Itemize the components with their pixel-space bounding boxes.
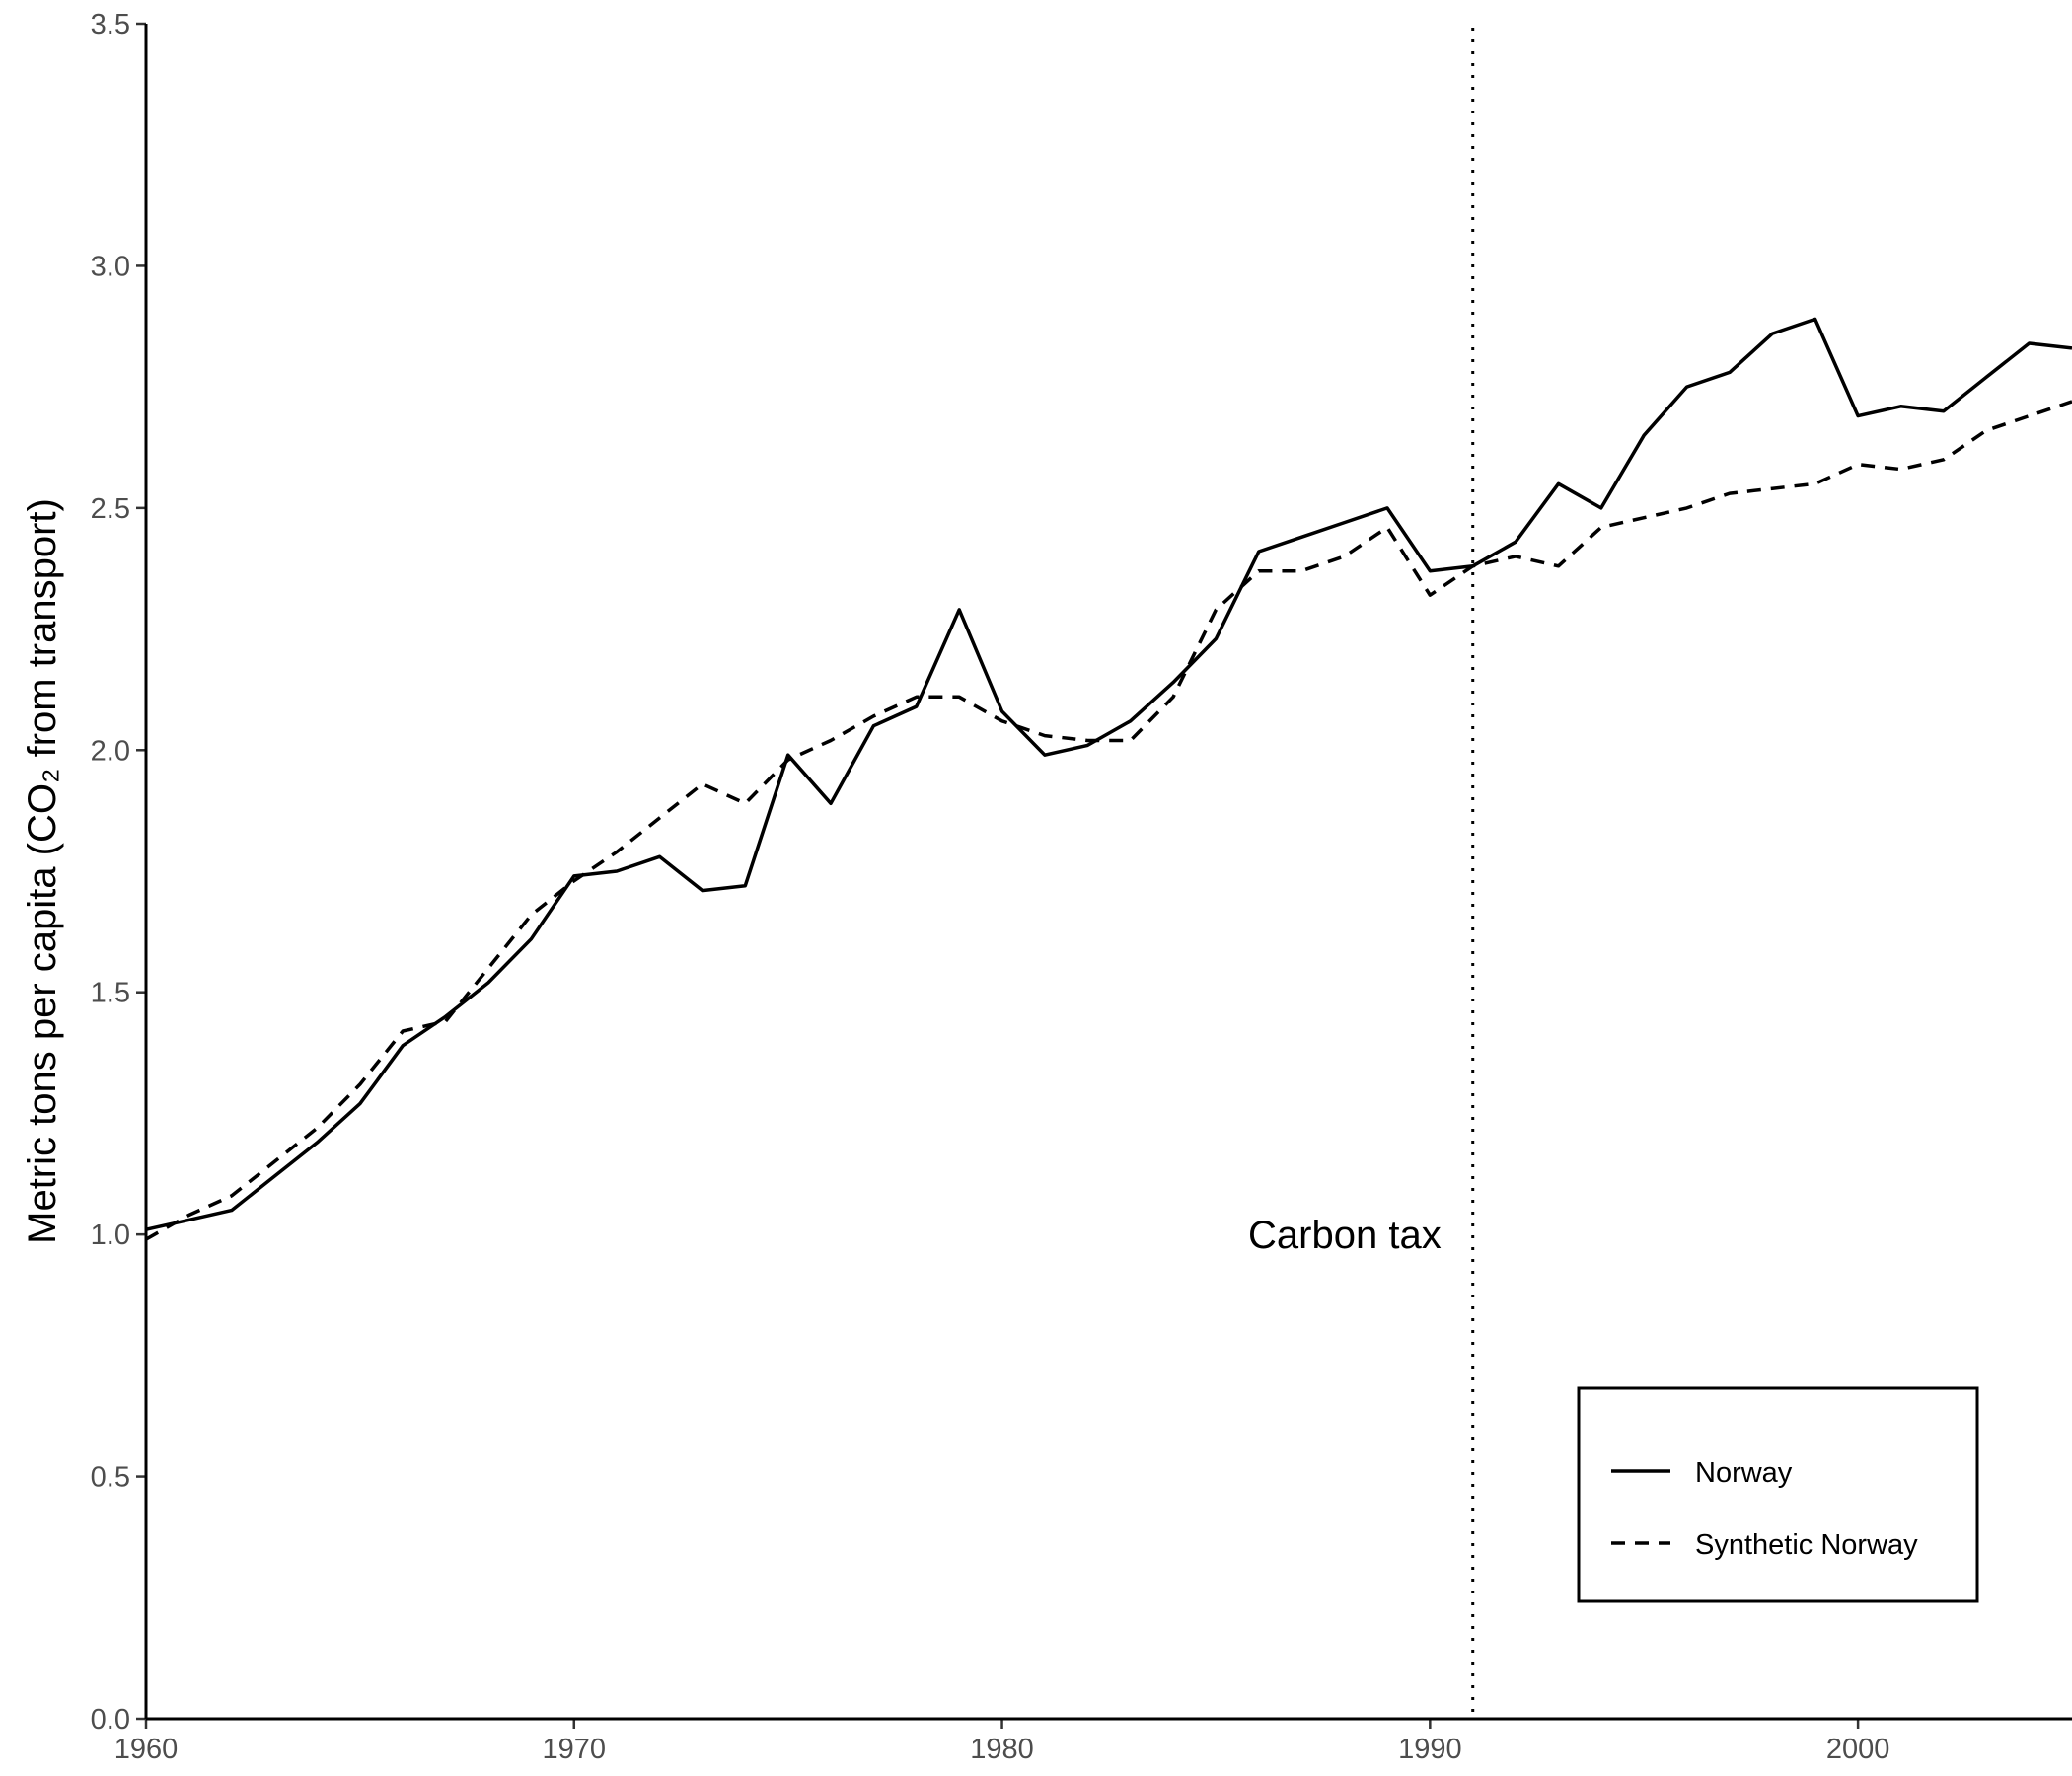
legend: Norway Synthetic Norway (1577, 1386, 1979, 1603)
y-tick-label: 1.0 (91, 1220, 130, 1251)
x-tick-label: 1970 (543, 1734, 607, 1765)
y-tick-label: 2.0 (91, 735, 130, 767)
y-tick-label: 0.5 (91, 1462, 130, 1494)
y-tick-label: 2.5 (91, 493, 130, 525)
series-line-norway (145, 317, 2072, 1231)
series-line-synthetic-norway (145, 400, 2072, 1241)
x-tick-label: 2000 (1826, 1734, 1890, 1765)
legend-norway-label: Norway (1695, 1457, 1793, 1489)
y-tick-label: 0.0 (91, 1704, 130, 1736)
x-tick-label: 1980 (970, 1734, 1034, 1765)
carbon-tax-label: Carbon tax (1248, 1214, 1442, 1257)
legend-synthetic-label: Synthetic Norway (1695, 1529, 1918, 1561)
y-tick-label: 1.5 (91, 978, 130, 1009)
y-tick-label: 3.0 (91, 251, 130, 282)
x-tick-label: 1960 (114, 1734, 179, 1765)
y-axis-ticks: 0.0 0.5 1.0 1.5 2.0 2.5 3.0 3.5 (91, 9, 146, 1736)
x-axis-ticks: 1960 1970 1980 1990 2000 (114, 1719, 1890, 1765)
y-axis-title: Metric tons per capita (CO₂ from transpo… (21, 498, 64, 1244)
series-layer (145, 317, 2072, 1241)
legend-box (1577, 1386, 1979, 1603)
y-tick-label: 3.5 (91, 9, 130, 40)
x-tick-label: 1990 (1398, 1734, 1462, 1765)
